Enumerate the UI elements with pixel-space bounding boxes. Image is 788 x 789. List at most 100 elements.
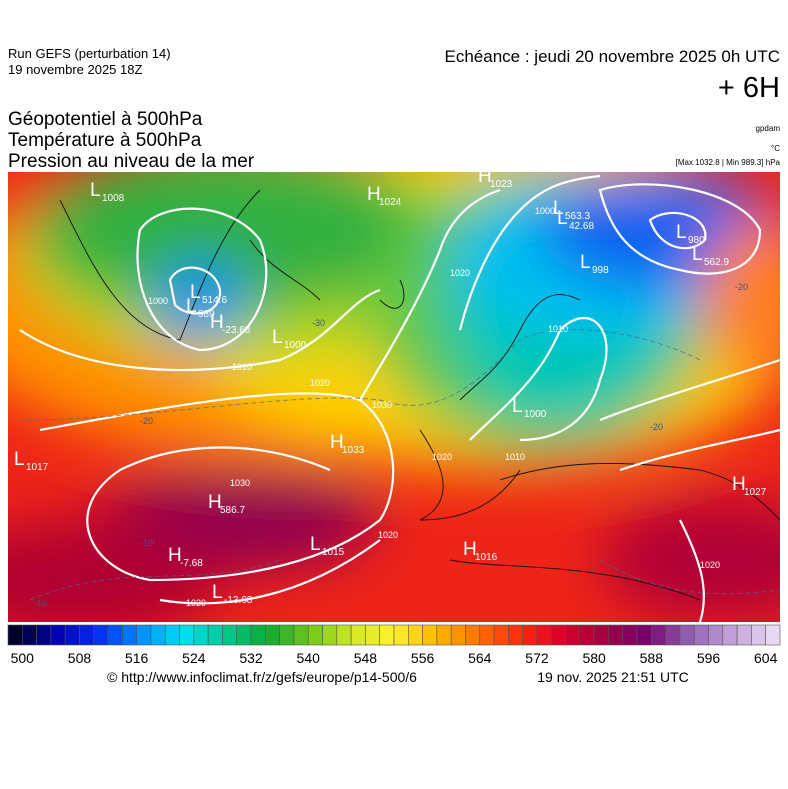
colorbar-tick-label: 540 — [297, 650, 321, 666]
center-kind: L — [580, 252, 591, 273]
isobar-label: 1020 — [450, 268, 470, 278]
center-kind: H — [168, 545, 182, 566]
colorbar-swatch — [608, 624, 624, 646]
unit-label: °C — [771, 144, 780, 153]
center-value: 1016 — [475, 552, 498, 563]
colorbar-swatch — [164, 624, 180, 646]
temperature-label: -30 — [312, 318, 325, 328]
temperature-label: -10 — [140, 538, 153, 548]
colorbar-tick-label: 548 — [354, 650, 378, 666]
colorbar-tick-label: 508 — [68, 650, 92, 666]
center-kind: L — [310, 534, 321, 555]
colorbar-tick-label: 588 — [640, 650, 664, 666]
colorbar-swatch — [79, 624, 95, 646]
colorbar-swatch — [21, 624, 37, 646]
generated-time: 19 nov. 2025 21:51 UTC — [537, 669, 689, 685]
isobar-label: 1020 — [432, 452, 452, 462]
center-value: 998 — [592, 265, 609, 276]
center-kind: H — [367, 184, 381, 205]
isobar-label: 1020 — [186, 598, 206, 608]
temperature-label: -20 — [735, 282, 748, 292]
colorbar-tick-label: 524 — [182, 650, 206, 666]
center-kind: L — [212, 582, 223, 603]
center-value: 1000 — [284, 340, 307, 351]
center-kind: L — [14, 449, 25, 470]
colorbar-swatch — [593, 624, 609, 646]
center-kind: H — [330, 432, 344, 453]
center-kind: L — [272, 327, 283, 348]
colorbar-swatch — [350, 624, 366, 646]
colorbar-swatch — [293, 624, 309, 646]
center-kind: H — [210, 312, 224, 333]
colorbar-swatch — [150, 624, 166, 646]
run-date: 19 novembre 2025 18Z — [8, 62, 142, 77]
colorbar-swatch — [379, 624, 395, 646]
colorbar-swatch — [265, 624, 280, 646]
lead-time: + 6H — [718, 72, 780, 104]
colorbar-swatch — [236, 624, 252, 646]
center-value: 1015 — [322, 547, 345, 558]
colorbar-swatch — [722, 624, 738, 646]
isobar-label: 1020 — [378, 530, 398, 540]
center-kind: L — [90, 180, 101, 201]
legend-title: Géopotentiel à 500hPa — [8, 109, 203, 130]
isobar-label: 1010 — [548, 324, 568, 334]
colorbar-swatch — [450, 624, 466, 646]
colorbar-swatch — [336, 624, 352, 646]
colorbar-swatch — [493, 624, 509, 646]
temperature-label: -10 — [34, 598, 47, 608]
colorbar-tick-label: 556 — [411, 650, 435, 666]
colorbar-swatch — [708, 624, 724, 646]
colorbar-swatch — [207, 624, 223, 646]
colorbar-swatch — [50, 624, 66, 646]
isobar-label: 1010 — [232, 362, 252, 372]
unit-label: [Max 1032.8 | Min 989.3] hPa — [676, 158, 781, 167]
valid-time: Echéance : jeudi 20 novembre 2025 0h UTC — [445, 47, 780, 66]
center-value: 989 — [198, 309, 215, 320]
center-value: 586.7 — [220, 505, 245, 516]
colorbar-swatch — [107, 624, 123, 646]
unit-label: gpdam — [756, 124, 781, 133]
colorbar: 500 508 516 524 532 540 548 556 564 572 580 588 596 6… — [7, 624, 781, 666]
center-value: 514.6 — [202, 295, 227, 306]
colorbar-swatch — [736, 624, 752, 646]
colorbar-tick-label: 580 — [582, 650, 606, 666]
colorbar-swatch — [93, 624, 109, 646]
colorbar-swatch — [665, 624, 681, 646]
center-value: 1027 — [744, 487, 767, 498]
colorbar-swatch — [508, 624, 523, 646]
center-kind: L — [553, 198, 564, 219]
isobar-label: 1030 — [372, 400, 392, 410]
center-kind: L — [190, 282, 201, 303]
center-value: -7.68 — [180, 558, 203, 569]
center-kind: L — [512, 396, 523, 417]
colorbar-swatch — [679, 624, 695, 646]
center-kind: H — [463, 539, 477, 560]
colorbar-tick-label: 532 — [239, 650, 263, 666]
colorbar-swatch — [479, 624, 495, 646]
colorbar-swatch — [622, 624, 638, 646]
center-value: 1000 — [524, 409, 547, 420]
colorbar-swatch — [179, 624, 195, 646]
center-value: -13.68 — [224, 595, 253, 606]
center-value: 1017 — [26, 462, 49, 473]
run-label: Run GEFS (perturbation 14) — [8, 46, 171, 61]
colorbar-swatch — [550, 624, 566, 646]
center-value: 563.3 — [565, 211, 590, 222]
colorbar-swatch — [422, 624, 438, 646]
colorbar-swatch — [322, 624, 338, 646]
colorbar-swatch — [436, 624, 452, 646]
colorbar-swatch — [579, 624, 595, 646]
isobar-label: 1020 — [310, 378, 330, 388]
temperature-label: -20 — [650, 422, 663, 432]
center-kind: L — [692, 244, 703, 265]
colorbar-swatch — [7, 624, 23, 646]
colorbar-tick-label: 516 — [125, 650, 149, 666]
colorbar-swatch — [279, 624, 295, 646]
colorbar-tick-label: 604 — [754, 650, 778, 666]
center-kind: H — [732, 474, 746, 495]
center-kind: L — [186, 296, 197, 317]
